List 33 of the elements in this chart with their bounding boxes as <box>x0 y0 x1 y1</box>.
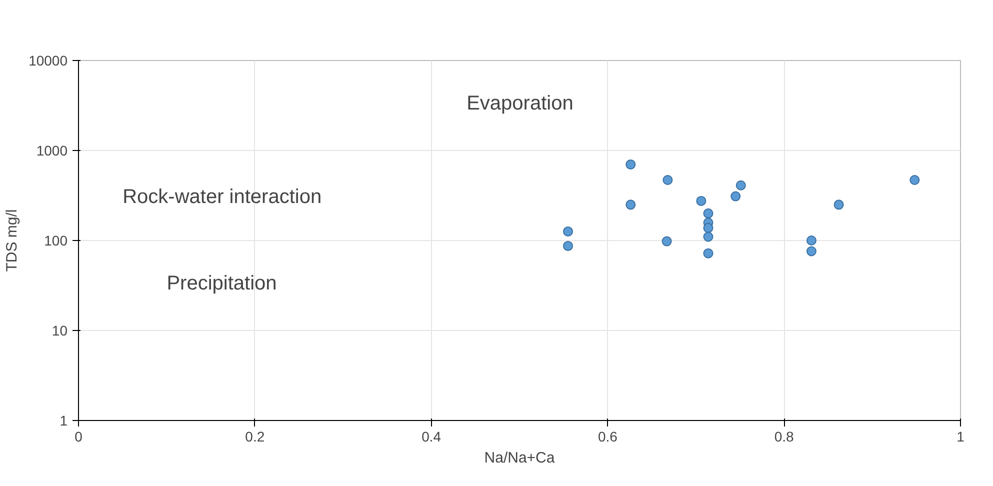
point <box>730 191 741 202</box>
point <box>806 246 816 256</box>
annotation: Rock-water interaction <box>122 186 322 208</box>
y-tick-label: 1000 <box>36 142 68 158</box>
y-tick-label: 100 <box>44 232 68 248</box>
y-tick-label: 10 <box>52 322 68 338</box>
annotation: Evaporation <box>466 92 574 115</box>
point <box>626 200 636 210</box>
point <box>563 240 574 251</box>
x-axis-title: Na/Na+Ca <box>484 450 556 466</box>
point <box>736 180 746 190</box>
y-tick-label: 10000 <box>28 52 68 68</box>
x-tick-label: 0.6 <box>598 428 618 444</box>
point <box>563 226 574 236</box>
point <box>910 175 920 185</box>
point <box>703 248 714 258</box>
point <box>662 236 672 246</box>
x-tick-label: 0 <box>74 428 83 444</box>
point <box>696 196 706 206</box>
x-tick-label: 1 <box>956 428 965 444</box>
x-tick-label: 0.4 <box>422 428 442 444</box>
point <box>626 159 636 170</box>
point <box>703 232 714 242</box>
point <box>703 222 714 233</box>
point <box>703 208 714 218</box>
point <box>806 236 816 246</box>
point <box>662 175 673 185</box>
y-tick-label: 1 <box>60 412 68 428</box>
x-tick-label: 0.2 <box>245 428 265 444</box>
annotation: Precipitation <box>166 272 277 295</box>
y-axis-title: TDS mg/l <box>4 209 21 272</box>
x-tick-label: 0.8 <box>774 428 794 444</box>
point <box>834 200 844 210</box>
